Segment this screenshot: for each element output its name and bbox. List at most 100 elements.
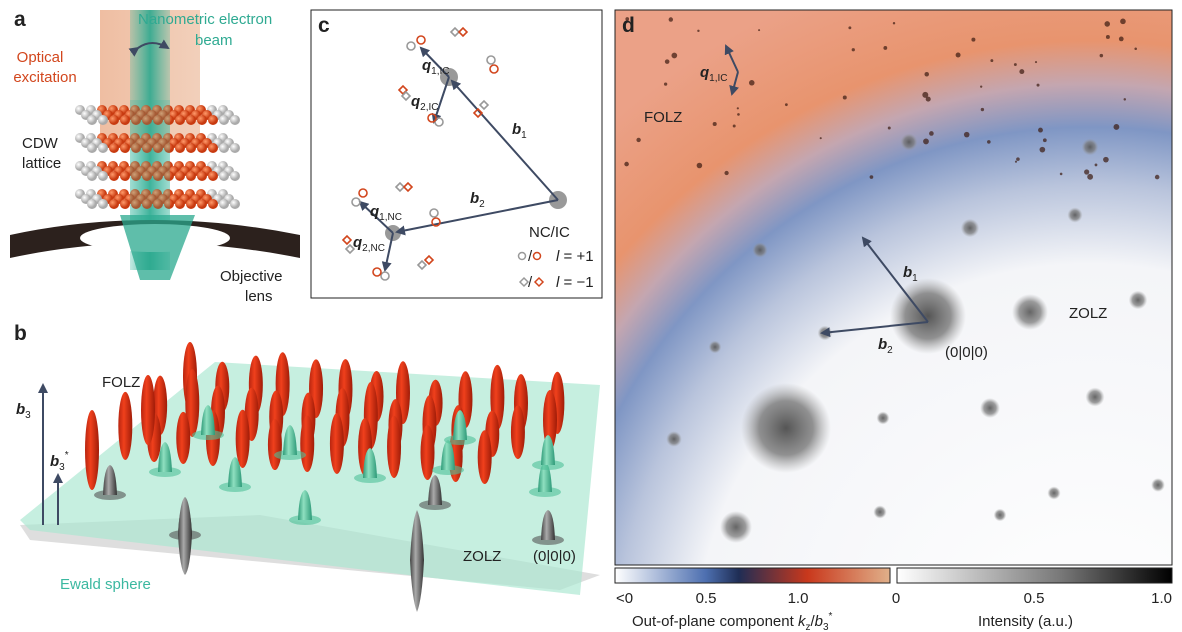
zone-label: FOLZ [102,374,140,391]
shape [1100,54,1103,57]
shape [852,48,855,51]
shape [1019,69,1024,74]
shape [87,171,97,181]
shape [1155,175,1160,180]
lens-label: Objective [220,268,283,285]
shape [1047,486,1060,499]
panel-c: c q1,IC q2,IC b1 b2 NC/IC q1,NC q2,NC /l… [311,10,602,298]
shape [890,278,966,354]
shape [1134,47,1137,50]
shape [208,115,218,125]
shape [85,410,99,490]
panel-d: d q1,IC FOLZ b1 b2 (0|0|0) ZOLZ <0 0.5 1… [615,10,1172,632]
lens-label: lens [245,288,273,305]
shape [109,115,119,125]
shape [1124,98,1126,100]
shape [511,405,525,459]
shape [219,143,229,153]
shape [1060,173,1063,176]
shape [230,143,240,153]
shape [109,143,119,153]
shape [669,17,673,21]
shape [1129,291,1148,310]
zone-label: ZOLZ [463,548,501,565]
panel-label: b [14,322,27,345]
colorbar-label: Out-of-plane component kz/b3* [632,611,833,632]
shape [713,122,717,126]
shape [964,132,970,138]
shape [980,86,982,88]
shape [758,29,760,31]
shape [929,131,934,136]
shape [1119,37,1124,42]
shape [268,419,282,470]
shape [186,143,196,153]
colorbar-tick: 0.5 [1024,590,1045,607]
shape [893,22,895,24]
shape [98,199,108,209]
shape [1151,478,1165,492]
shape [956,53,961,58]
shape [98,143,108,153]
panel-label: d [622,14,635,37]
shape [1113,124,1119,130]
shape [87,143,97,153]
colorbar-tick: 1.0 [1151,590,1172,607]
lattice-label: lattice [22,155,61,172]
shape [87,199,97,209]
shape [624,162,629,167]
shape [175,115,185,125]
shape [1084,169,1089,174]
shape [922,92,928,98]
shape [1014,63,1017,66]
shape [175,199,185,209]
shape [197,115,207,125]
shape [1095,164,1098,167]
shape [1038,128,1043,133]
shape [120,199,130,209]
shape [749,80,755,86]
shape [664,83,667,86]
shape [923,139,929,145]
shape [1067,207,1082,222]
shape [709,341,722,354]
shape [1106,35,1110,39]
shape [924,72,928,76]
shape [208,199,218,209]
beam-label: Nanometric electron [138,11,272,28]
shape [1087,174,1093,180]
shape [636,138,640,142]
shape [785,103,788,106]
shape [987,140,991,144]
shape [1082,139,1099,156]
origin-label: NC/IC [529,224,570,241]
shape [1103,157,1109,163]
figure: a Nanometric electron beam Optical excit… [0,0,1182,632]
shape [737,113,740,116]
excitation-label: excitation [13,69,76,86]
shape [1043,138,1047,142]
shape [1016,157,1020,161]
group [75,100,240,220]
shape [961,219,979,237]
shape [741,383,831,473]
shape [883,46,887,50]
shape [98,171,108,181]
shape [120,115,130,125]
shape [990,59,993,62]
shape [1104,21,1110,27]
shape [752,242,767,257]
shape [141,375,155,445]
shape [665,59,670,64]
shape [980,398,1000,418]
shape [981,108,984,111]
zone-label: ZOLZ [1069,305,1107,322]
shape [230,171,240,181]
shape [120,143,130,153]
shape [994,509,1007,522]
colorbar-tick: 0.5 [696,590,717,607]
shape [697,30,699,32]
shape [219,171,229,181]
shape [219,115,229,125]
shape [186,115,196,125]
